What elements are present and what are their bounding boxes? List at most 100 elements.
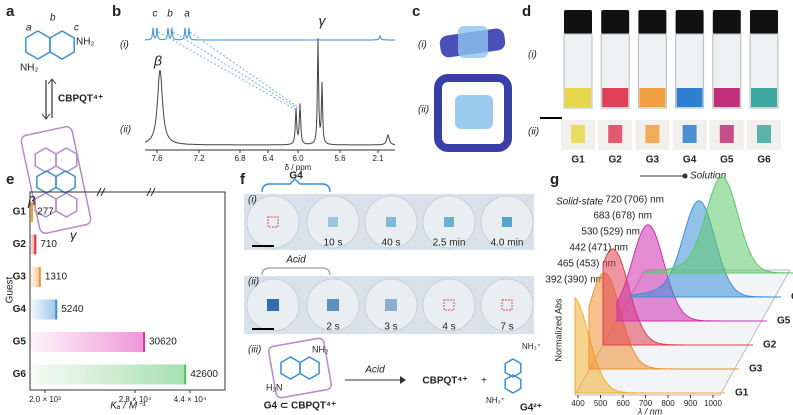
sample bbox=[502, 217, 512, 227]
wavelength-label: 392 bbox=[545, 275, 562, 286]
bar bbox=[30, 364, 186, 385]
vial-cap bbox=[712, 10, 741, 34]
solution bbox=[602, 88, 629, 107]
peak-label: c bbox=[153, 9, 158, 20]
peak-label: b bbox=[167, 9, 173, 20]
host-frame bbox=[20, 126, 92, 234]
connector bbox=[154, 29, 297, 111]
amine: NH₂ bbox=[20, 63, 38, 74]
wavelength-label: 530 bbox=[581, 227, 598, 238]
solution bbox=[676, 88, 703, 107]
dish bbox=[246, 195, 300, 249]
time-label: 7 s bbox=[500, 322, 513, 333]
guest-label: G4 bbox=[791, 292, 793, 303]
category-label: G3 bbox=[13, 272, 27, 283]
host-model bbox=[434, 74, 512, 152]
solution bbox=[713, 88, 740, 107]
proton-label: γ bbox=[70, 227, 78, 242]
category-label: G5 bbox=[13, 337, 27, 348]
wavelength-label: (453) nm bbox=[576, 259, 616, 270]
pointer-dot bbox=[682, 173, 688, 179]
connector bbox=[186, 29, 303, 111]
guest-label: G2 bbox=[609, 155, 623, 166]
amine: NH₃⁺ bbox=[522, 342, 541, 351]
tick-label: 4.4 × 10⁴ bbox=[174, 395, 207, 404]
sample bbox=[327, 299, 339, 311]
bracket-label: G4 bbox=[289, 171, 303, 182]
amine: NH₂ bbox=[312, 344, 329, 354]
bracket bbox=[261, 177, 331, 193]
tick-label: 500 bbox=[594, 399, 608, 408]
arrow-head bbox=[47, 78, 57, 85]
tick-label: 900 bbox=[684, 399, 698, 408]
panel-label: c bbox=[412, 3, 420, 20]
panel-label: f bbox=[240, 171, 246, 188]
bar bbox=[30, 234, 36, 255]
guest-label: G6 bbox=[757, 155, 771, 166]
axis-break bbox=[150, 187, 156, 197]
guest-label: G1 bbox=[735, 388, 749, 399]
product: CBPQT⁴⁺ bbox=[422, 376, 467, 387]
guest-label: G4²⁺ bbox=[520, 403, 542, 414]
wavelength-label: 465 bbox=[557, 259, 574, 270]
wavelength-label: (471) nm bbox=[588, 243, 628, 254]
guest-label: G4 bbox=[683, 155, 697, 166]
axis-label: Normalized Abs bbox=[553, 298, 563, 362]
sample bbox=[386, 217, 396, 227]
dish bbox=[422, 278, 476, 332]
vial-cap bbox=[564, 10, 592, 34]
ring bbox=[49, 30, 75, 60]
tick-label: 1000 bbox=[704, 399, 722, 408]
guest-label: G3 bbox=[749, 364, 763, 375]
solution bbox=[639, 88, 666, 107]
arrow-head bbox=[400, 376, 406, 384]
tick-label: 800 bbox=[661, 399, 675, 408]
guest-label: G2 bbox=[763, 340, 777, 351]
panel-label: b bbox=[112, 3, 121, 20]
sample bbox=[444, 217, 454, 227]
time-label: 4.0 min bbox=[491, 238, 524, 249]
sample bbox=[267, 299, 279, 311]
solid bbox=[757, 125, 771, 143]
panel-label: e bbox=[6, 171, 14, 188]
tick-label: 6.8 bbox=[234, 154, 246, 163]
bracket-label: Acid bbox=[285, 255, 306, 266]
sample-outline bbox=[501, 299, 513, 311]
tick-label: 2.1 bbox=[372, 154, 384, 163]
row-label: (i) bbox=[418, 40, 427, 51]
solid bbox=[719, 125, 734, 143]
row-label: (i) bbox=[528, 50, 537, 61]
value-label: 5240 bbox=[61, 304, 84, 315]
solution bbox=[751, 88, 777, 107]
connector bbox=[169, 29, 301, 111]
time-label: 2.5 min bbox=[433, 238, 466, 249]
tick-label: 7.2 bbox=[193, 154, 205, 163]
solid bbox=[682, 125, 697, 143]
sample-outline bbox=[443, 299, 455, 311]
tick-label: 6.4 bbox=[262, 154, 274, 163]
value-label: 710 bbox=[40, 239, 57, 250]
spectrum bbox=[144, 38, 395, 146]
ring bbox=[299, 356, 320, 380]
solid bbox=[571, 125, 585, 143]
bracket bbox=[261, 267, 331, 276]
row-label: (ii) bbox=[248, 277, 259, 288]
amine: H₂N bbox=[266, 382, 283, 392]
time-label: 2 s bbox=[326, 322, 339, 333]
ring bbox=[504, 374, 522, 394]
wavelength-label: 683 bbox=[593, 211, 610, 222]
complex-label: G4 ⊂ CBPQT⁴⁺ bbox=[264, 401, 337, 412]
panel-label: a bbox=[6, 3, 15, 20]
tick-label: 5.6 bbox=[334, 154, 346, 163]
proton-label: β bbox=[27, 193, 36, 208]
reagent: Acid bbox=[364, 365, 385, 376]
guest-label: G5 bbox=[720, 155, 734, 166]
ring bbox=[34, 147, 57, 173]
time-label: 10 s bbox=[324, 238, 343, 249]
legend-label: Solid-state bbox=[556, 197, 604, 208]
row-label: (i) bbox=[248, 195, 257, 206]
atom-label: c bbox=[74, 23, 79, 34]
solid bbox=[645, 125, 660, 143]
panel-label: g bbox=[550, 171, 559, 188]
